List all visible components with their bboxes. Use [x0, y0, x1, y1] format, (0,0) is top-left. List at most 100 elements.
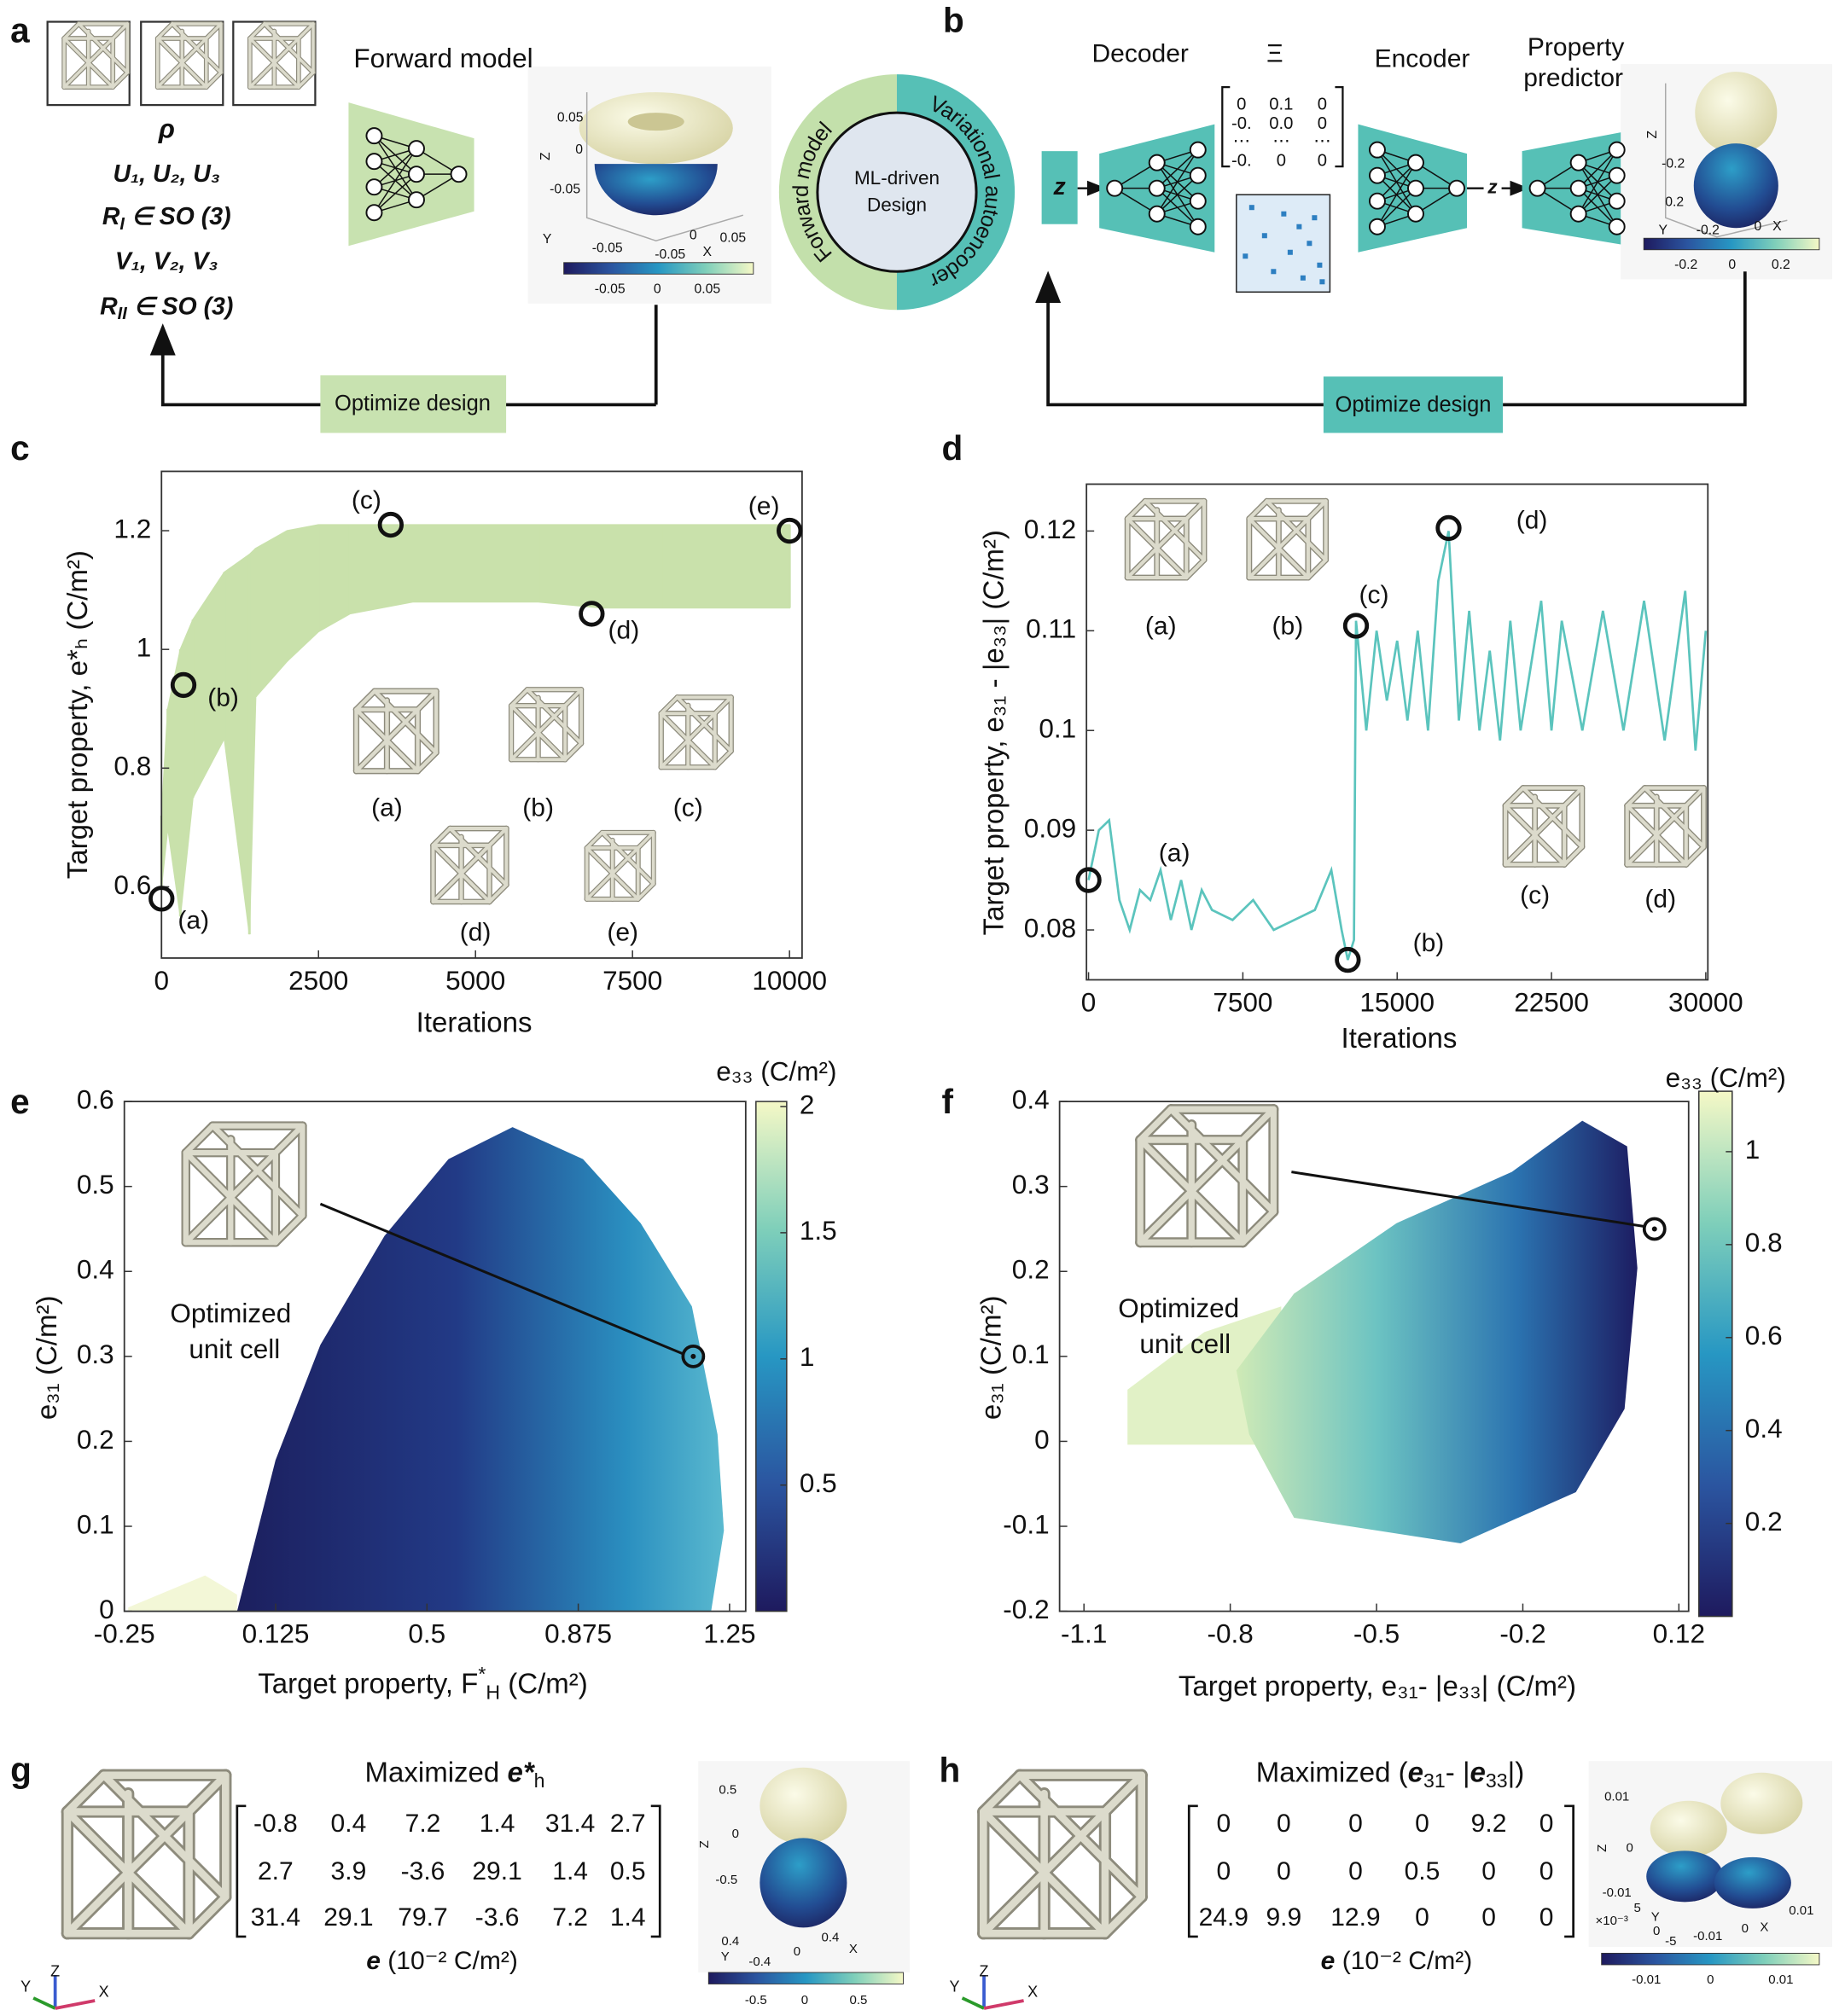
- network-node: [365, 178, 383, 196]
- network-node: [408, 166, 425, 183]
- matrix-unit-part: e: [366, 1947, 381, 1975]
- strut: [1126, 499, 1147, 521]
- matrix-unit-part: (10⁻² C/m²): [1335, 1947, 1472, 1975]
- strut: [1643, 786, 1706, 849]
- network-node: [1189, 166, 1207, 184]
- x-tick-label: 1.25: [703, 1618, 755, 1648]
- inset-label: -0.01: [1632, 1972, 1661, 1987]
- matrix-entry: 0: [1277, 1810, 1291, 1838]
- strut: [1239, 1106, 1277, 1143]
- network-node: [1608, 218, 1626, 235]
- unit-cell-glyph: [508, 687, 585, 763]
- matrix-entry: 9.9: [1266, 1903, 1301, 1932]
- matrix-entry: 0: [1216, 1810, 1231, 1838]
- strut: [248, 22, 266, 40]
- y-axis-label: Target property, e*ₕ (C/m²): [61, 550, 93, 879]
- label: a: [10, 11, 30, 50]
- optimized-point-dot: [690, 1353, 696, 1359]
- inset-label: -5: [1665, 1934, 1676, 1949]
- colorbar-tick-label: 0.2: [1745, 1506, 1783, 1537]
- strut: [713, 749, 733, 770]
- strut: [263, 22, 315, 74]
- inset-label: 0: [654, 282, 661, 296]
- highlight-marker: [148, 886, 175, 912]
- network-glyph: [1528, 141, 1626, 235]
- inset-label: 0.5: [850, 1993, 868, 2007]
- latent-label: z: [1487, 177, 1498, 198]
- inset-label: 0: [1707, 1972, 1714, 1987]
- matrix-entry: -0.: [1231, 152, 1252, 171]
- strut: [1306, 558, 1328, 580]
- matrix-title: Maximized e*h: [365, 1756, 545, 1792]
- strut: [713, 695, 733, 716]
- annotation: Optimized: [1118, 1293, 1239, 1323]
- matrix-entry: 0: [1539, 1903, 1554, 1932]
- inset-label: Z: [1645, 130, 1660, 138]
- network-edge: [1578, 175, 1618, 215]
- colorbar: [1698, 1090, 1733, 1618]
- network-node: [1106, 179, 1124, 197]
- inset-label: 0: [1728, 258, 1736, 272]
- colorbar-tick-label: 1: [1745, 1134, 1761, 1165]
- strut: [1101, 1893, 1145, 1938]
- matrix-entry: 2.7: [610, 1810, 646, 1838]
- unit-cell-glyph: [658, 694, 734, 770]
- inset-label: Y: [1658, 223, 1667, 237]
- highlight-label: (b): [207, 683, 239, 712]
- unit-cell-glyph: [1246, 497, 1330, 581]
- strut: [156, 22, 174, 40]
- inset-label: -0.05: [592, 241, 623, 255]
- colorbar-tick-label: 0.8: [1745, 1227, 1783, 1258]
- matrix-entry: 0: [1481, 1857, 1496, 1885]
- network-glyph: [365, 127, 468, 222]
- y-tick-label: 0.2: [1012, 1254, 1050, 1285]
- matrix-entry: 0: [1415, 1903, 1429, 1932]
- strut: [1563, 845, 1584, 867]
- inset-label: (a): [371, 794, 403, 822]
- x-tick-label: 0.5: [408, 1618, 445, 1648]
- network-node: [1368, 192, 1386, 210]
- colorbar-tick-label: 0.6: [1745, 1320, 1783, 1351]
- network-edge: [1156, 175, 1199, 215]
- label: ρ: [158, 113, 175, 143]
- matrix-title-part: - |: [1446, 1756, 1470, 1787]
- strut: [1504, 786, 1525, 808]
- unit-cell-glyph: [1624, 785, 1707, 868]
- x-tick-label: 7500: [1213, 986, 1272, 1017]
- center-label: ML-driven: [854, 167, 940, 189]
- matrix-entry: 0: [1318, 152, 1327, 171]
- strut: [659, 695, 679, 716]
- parameter: U₁, U₂, U₃: [113, 160, 220, 188]
- matrix-entry: 0.4: [331, 1810, 367, 1838]
- strut: [63, 1771, 108, 1816]
- x-tick-label: 10000: [752, 965, 827, 996]
- inset-label: -0.01: [1603, 1885, 1632, 1900]
- matrix-entry: 9.2: [1471, 1810, 1507, 1838]
- matrix-entry: 31.4: [545, 1810, 595, 1838]
- inset-label: 0.05: [719, 230, 746, 245]
- inset-label: 0: [794, 1944, 800, 1959]
- strut: [431, 827, 452, 847]
- matrix-entry: 31.4: [251, 1903, 300, 1932]
- network-node: [1569, 205, 1587, 223]
- matrix-entry: 7.2: [405, 1810, 441, 1838]
- strut: [636, 882, 655, 901]
- matrix-entry: 0: [1277, 152, 1286, 171]
- network-node: [365, 153, 383, 171]
- colorbar-label: e₃₃ (C/m²): [1666, 1062, 1786, 1093]
- strut: [636, 831, 655, 850]
- strut: [1247, 499, 1269, 521]
- annotation: Optimized: [170, 1298, 291, 1328]
- inset-label: 0.05: [557, 110, 584, 125]
- button-label: Optimize design: [1336, 393, 1492, 417]
- x-tick-label: 2500: [288, 965, 348, 996]
- panel-letter: h: [940, 1750, 961, 1789]
- matrix-entry: 0.5: [610, 1857, 646, 1885]
- matrix-unit-part: e: [1321, 1947, 1336, 1975]
- scatter-density: [128, 1120, 1638, 1612]
- x-axis-label-part: H: [486, 1682, 500, 1704]
- inset-label: 0: [801, 1993, 808, 2007]
- line-series: [1087, 531, 1708, 961]
- unit-cell-glyph: [1502, 785, 1586, 868]
- matrix-entry: -3.6: [475, 1903, 520, 1932]
